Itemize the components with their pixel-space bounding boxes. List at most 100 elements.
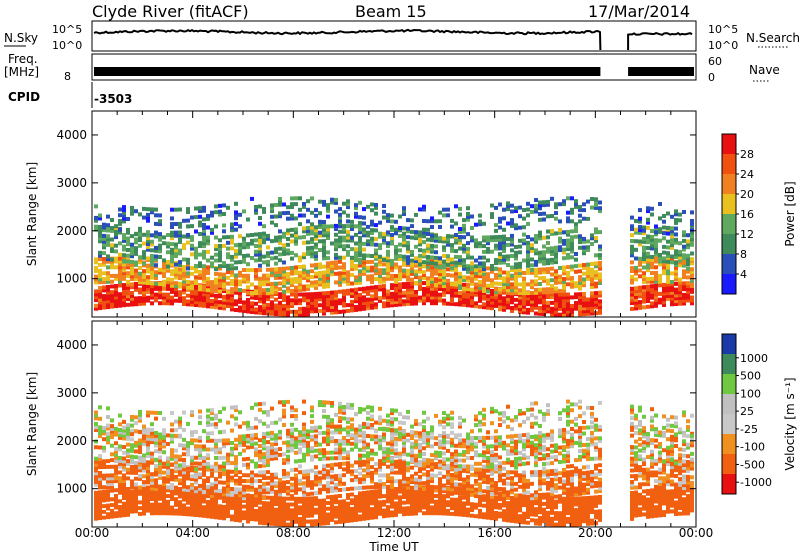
heatmap-cell — [658, 283, 662, 287]
heatmap-cell — [94, 225, 98, 229]
heatmap-cell — [270, 203, 274, 207]
heatmap-cell — [98, 471, 102, 475]
heatmap-cell — [674, 209, 678, 213]
heatmap-cell — [286, 286, 290, 290]
heatmap-cell — [202, 490, 206, 494]
heatmap-cell — [238, 260, 242, 264]
heatmap-cell — [162, 450, 166, 454]
heatmap-cell — [174, 509, 178, 513]
heatmap-cell — [474, 268, 478, 272]
heatmap-cell — [306, 492, 310, 496]
heatmap-cell — [390, 262, 394, 266]
heatmap-cell — [110, 473, 114, 477]
heatmap-cell — [206, 485, 210, 489]
heatmap-cell — [186, 485, 190, 489]
heatmap-cell — [334, 520, 338, 524]
heatmap-cell — [250, 433, 254, 437]
heatmap-cell — [282, 304, 286, 308]
heatmap-cell — [674, 261, 678, 265]
heatmap-cell — [566, 211, 570, 215]
heatmap-cell — [114, 427, 118, 431]
heatmap-cell — [318, 448, 322, 452]
heatmap-cell — [350, 300, 354, 304]
heatmap-cell — [570, 219, 574, 223]
heatmap-cell — [414, 256, 418, 260]
heatmap-cell — [302, 252, 306, 256]
heatmap-cell — [166, 433, 170, 437]
heatmap-cell — [178, 434, 182, 438]
heatmap-cell — [582, 246, 586, 250]
heatmap-cell — [234, 417, 238, 421]
heatmap-cell — [310, 196, 314, 200]
heatmap-cell — [166, 485, 170, 489]
heatmap-cell — [558, 266, 562, 270]
heatmap-cell — [118, 284, 122, 288]
heatmap-cell — [162, 235, 166, 239]
heatmap-cell — [326, 495, 330, 499]
heatmap-cell — [290, 257, 294, 261]
heatmap-cell — [438, 293, 442, 297]
heatmap-cell — [302, 285, 306, 289]
heatmap-cell — [410, 278, 414, 282]
heatmap-cell — [486, 247, 490, 251]
heatmap-cell — [346, 461, 350, 465]
heatmap-cell — [506, 254, 510, 258]
heatmap-cell — [590, 197, 594, 201]
heatmap-cell — [190, 252, 194, 256]
heatmap-cell — [486, 289, 490, 293]
heatmap-cell — [382, 216, 386, 220]
heatmap-cell — [262, 410, 266, 414]
heatmap-cell — [190, 467, 194, 471]
heatmap-cell — [194, 467, 198, 471]
heatmap-cell — [334, 272, 338, 276]
heatmap-cell — [238, 425, 242, 429]
heatmap-cell — [426, 219, 430, 223]
heatmap-cell — [102, 277, 106, 281]
heatmap-cell — [482, 244, 486, 248]
heatmap-cell — [126, 248, 130, 252]
heatmap-cell — [574, 199, 578, 203]
heatmap-cell — [158, 456, 162, 460]
heatmap-cell — [218, 204, 222, 208]
heatmap-cell — [598, 201, 602, 205]
heatmap-cell — [238, 213, 242, 217]
heatmap-cell — [278, 235, 282, 239]
heatmap-cell — [182, 503, 186, 507]
heatmap-cell — [450, 225, 454, 229]
heatmap-cell — [110, 503, 114, 507]
heatmap-cell — [330, 224, 334, 228]
heatmap-cell — [378, 296, 382, 300]
heatmap-cell — [94, 445, 98, 449]
heatmap-cell — [242, 457, 246, 461]
heatmap-cell — [542, 200, 546, 204]
heatmap-cell — [338, 425, 342, 429]
heatmap-cell — [146, 213, 150, 217]
heatmap-cell — [298, 497, 302, 501]
heatmap-cell — [346, 309, 350, 313]
heatmap-cell — [118, 422, 122, 426]
heatmap-cell — [274, 262, 278, 266]
heatmap-cell — [666, 260, 670, 264]
heatmap-cell — [538, 218, 542, 222]
heatmap-cell — [566, 253, 570, 257]
heatmap-cell — [258, 438, 262, 442]
heatmap-cell — [286, 237, 290, 241]
heatmap-cell — [154, 411, 158, 415]
heatmap-cell — [158, 213, 162, 217]
heatmap-cell — [262, 402, 266, 406]
heatmap-cell — [342, 202, 346, 206]
heatmap-cell — [630, 224, 634, 228]
heatmap-cell — [374, 285, 378, 289]
heatmap-cell — [278, 453, 282, 457]
heatmap-cell — [226, 290, 230, 294]
heatmap-cell — [134, 482, 138, 486]
heatmap-cell — [430, 244, 434, 248]
heatmap-cell — [494, 287, 498, 291]
heatmap-cell — [122, 233, 126, 237]
heatmap-cell — [102, 459, 106, 463]
heatmap-cell — [574, 226, 578, 230]
heatmap-cell — [634, 228, 638, 232]
heatmap-cell — [130, 490, 134, 494]
heatmap-cell — [506, 271, 510, 275]
heatmap-cell — [114, 488, 118, 492]
